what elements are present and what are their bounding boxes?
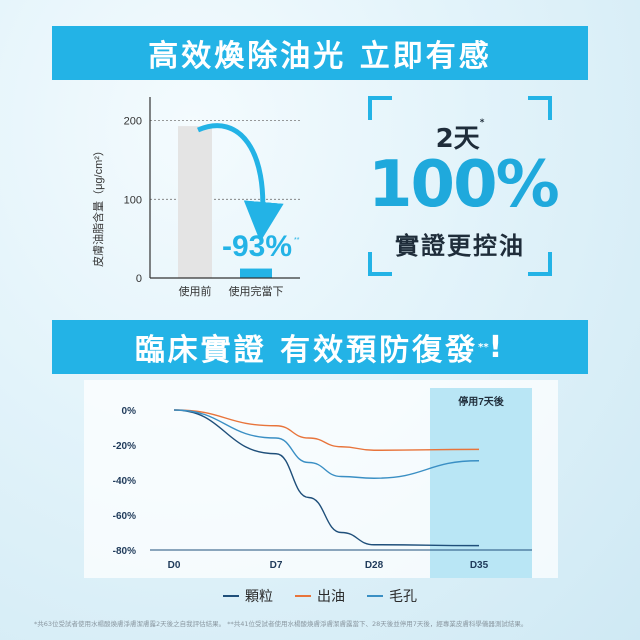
claim-days: 2天*	[368, 118, 552, 155]
bar-y-tick: 0	[136, 273, 142, 285]
claim-percent: 100%	[368, 148, 560, 222]
legend-oil-label: 出油	[317, 589, 345, 605]
claim-box: 2天* 100% 實證更控油	[368, 96, 560, 276]
post-stop-shade	[430, 388, 532, 578]
top-banner: 高效煥除油光 立即有感	[52, 26, 588, 80]
series-granule-line	[173, 409, 480, 547]
line-y-tick: 0%	[122, 406, 137, 417]
claim-text: 實證更控油	[395, 232, 525, 260]
legend-granule-label: 顆粒	[245, 589, 273, 605]
bar-category-label: 使用完當下	[229, 284, 284, 298]
shaded-label: 停用7天後	[458, 395, 505, 408]
line-x-tick: D7	[270, 560, 283, 571]
claim-days-mark: *	[479, 118, 485, 128]
line-y-tick: -40%	[113, 476, 136, 487]
oil-bar-chart: 皮膚油脂含量（μg/cm²） 200 100 0 使用前 使用完當下 -93% **	[91, 97, 300, 298]
bar-y-tick: 200	[124, 116, 142, 128]
legend-oil-swatch	[295, 595, 311, 597]
line-chart: 停用7天後 0% -20% -40% -60% -80% D0 D7 D28 D35	[113, 388, 532, 578]
bar-y-axis-label: 皮膚油脂含量（μg/cm²）	[91, 145, 105, 267]
footnote: *共63位受試者使用水楊酸煥膚淨膚潔膚露2天後之自我評估結果。 **共41位受試…	[34, 620, 528, 628]
reduction-annotation-mark: **	[294, 237, 300, 244]
legend-oil: 出油	[295, 586, 345, 606]
reduction-annotation: -93%	[222, 230, 292, 263]
middle-banner-excl: !	[488, 329, 506, 365]
line-x-tick: D35	[470, 560, 489, 571]
middle-banner-title: 臨床實證 有效預防復發	[134, 333, 479, 368]
legend-granule-swatch	[223, 595, 239, 597]
line-x-tick: D28	[365, 560, 384, 571]
middle-banner-mark: **	[478, 341, 489, 353]
bar-category-label: 使用前	[179, 284, 212, 298]
bar-y-tick: 100	[124, 194, 142, 206]
series-oil-line	[173, 409, 480, 451]
line-chart-panel: 停用7天後 0% -20% -40% -60% -80% D0 D7 D28 D35	[84, 380, 558, 578]
claim-frame-corners	[368, 96, 552, 276]
middle-banner: 臨床實證 有效預防復發 **!	[52, 320, 588, 374]
line-y-tick: -60%	[113, 511, 136, 522]
bar-after	[240, 268, 272, 278]
legend-granule: 顆粒	[223, 586, 273, 606]
reduction-arrow	[197, 123, 284, 242]
legend-pore: 毛孔	[367, 586, 417, 606]
series-pore-line	[173, 409, 480, 479]
top-banner-title: 高效煥除油光 立即有感	[148, 39, 492, 74]
legend-pore-label: 毛孔	[389, 589, 417, 605]
line-x-tick: D0	[168, 560, 181, 571]
bar-before	[178, 126, 212, 278]
line-y-tick: -20%	[113, 441, 136, 452]
legend: 顆粒 出油 毛孔	[0, 586, 640, 606]
line-y-tick: -80%	[113, 546, 136, 557]
legend-pore-swatch	[367, 595, 383, 597]
claim-days-text: 2天	[435, 124, 480, 154]
